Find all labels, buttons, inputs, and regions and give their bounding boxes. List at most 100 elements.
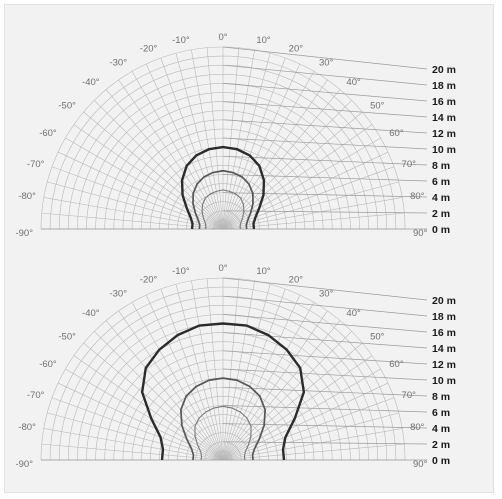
angle-spoke	[57, 151, 224, 230]
distance-label: 14 m	[432, 112, 456, 124]
distance-label: 2 m	[432, 439, 450, 451]
angle-spoke	[222, 412, 399, 461]
angle-label: 50°	[370, 101, 385, 112]
angle-spoke	[222, 137, 381, 230]
angle-label: -90°	[15, 228, 33, 239]
distance-label: 0 m	[432, 455, 450, 467]
angle-label: 20°	[289, 275, 304, 286]
angle-label: 30°	[319, 289, 334, 300]
angle-label: -10°	[172, 35, 190, 46]
angle-spoke	[222, 342, 363, 461]
angle-spoke	[51, 166, 224, 230]
angle-spoke	[41, 443, 224, 461]
angle-spoke	[222, 57, 286, 230]
distance-leader	[222, 332, 428, 349]
angle-spoke	[191, 49, 224, 230]
coverage-outline-outer	[180, 145, 266, 230]
distance-leader	[222, 386, 428, 397]
angle-spoke	[145, 63, 224, 230]
angle-label: -70°	[27, 390, 45, 401]
distance-leader	[222, 405, 428, 413]
distance-label: 4 m	[432, 423, 450, 435]
angle-label: -80°	[18, 191, 36, 202]
angle-label: 90°	[413, 459, 428, 470]
angle-spoke	[222, 302, 315, 461]
distance-label: 12 m	[432, 359, 456, 371]
distance-leader	[222, 64, 428, 86]
coverage-outline-middle	[192, 169, 254, 230]
angle-label: -40°	[82, 308, 100, 319]
angle-spoke	[73, 124, 224, 230]
angle-label: 0°	[218, 32, 227, 43]
angle-label: -90°	[15, 459, 33, 470]
angle-label: 30°	[319, 58, 334, 69]
angle-spoke	[222, 397, 395, 461]
distance-label: 6 m	[432, 407, 450, 419]
angle-label: -20°	[140, 44, 158, 55]
distance-leader	[222, 137, 428, 150]
angle-label: -40°	[82, 77, 100, 88]
angle-spoke	[118, 79, 224, 230]
angle-spoke	[57, 382, 224, 461]
angle-label: 10°	[256, 35, 271, 46]
distance-leader	[222, 83, 428, 102]
angle-spoke	[118, 310, 224, 461]
coverage-outline-inner	[201, 189, 245, 230]
angle-label: -80°	[18, 422, 36, 433]
angle-spoke	[222, 280, 255, 461]
distance-leader	[222, 277, 428, 301]
angle-label: -20°	[140, 275, 158, 286]
angle-label: 0°	[218, 263, 227, 274]
angle-spoke	[131, 302, 224, 461]
angle-spoke	[105, 89, 224, 230]
distance-leader	[222, 101, 428, 118]
angle-spoke	[222, 284, 271, 461]
angle-label: -10°	[172, 266, 190, 277]
angle-label: -60°	[39, 359, 57, 370]
angle-spoke	[94, 331, 224, 461]
angle-spoke	[222, 320, 341, 461]
detection-diagram-top: 0 m 2 m 4 m 6 m 8 m 10 m 12 m 14 m 16 m 18 m 20 m -…	[15, 32, 456, 239]
angle-spoke	[206, 47, 224, 230]
angle-spoke	[206, 278, 224, 461]
angle-label: 60°	[389, 359, 404, 370]
angle-label: 90°	[413, 228, 428, 239]
angle-label: -60°	[39, 128, 57, 139]
angle-spoke	[222, 310, 328, 461]
angle-spoke	[65, 368, 224, 461]
angle-label: -50°	[58, 332, 76, 343]
distance-label: 18 m	[432, 80, 456, 92]
angle-spoke	[83, 342, 224, 461]
coverage-outline-inner	[194, 405, 252, 461]
angle-spoke	[65, 137, 224, 230]
angle-spoke	[191, 280, 224, 461]
distance-leader	[222, 155, 428, 166]
coverage-outline-middle	[180, 377, 266, 461]
distance-leader	[222, 295, 428, 317]
angle-spoke	[47, 181, 224, 230]
angle-spoke	[94, 100, 224, 230]
angle-label: 60°	[389, 128, 404, 139]
angle-label: 10°	[256, 266, 271, 277]
angle-spoke	[222, 294, 301, 461]
coverage-outline-outer	[140, 322, 306, 461]
angle-spoke	[222, 151, 389, 230]
distance-label: 4 m	[432, 192, 450, 204]
distance-label: 6 m	[432, 176, 450, 188]
detection-diagram-bottom: 0 m 2 m 4 m 6 m 8 m 10 m 12 m 14 m 16 m 18 m 20 m -…	[15, 263, 456, 470]
angle-label: 70°	[402, 390, 417, 401]
distance-leader	[222, 192, 428, 198]
distance-leader	[222, 350, 428, 365]
angle-spoke	[51, 397, 224, 461]
angle-label: 50°	[370, 332, 385, 343]
distance-label: 8 m	[432, 160, 450, 172]
angle-label: 40°	[346, 77, 361, 88]
distance-leader	[222, 368, 428, 381]
distance-label: 2 m	[432, 208, 450, 220]
angle-spoke	[222, 181, 399, 230]
distance-leader	[222, 46, 428, 70]
angle-label: 80°	[410, 422, 425, 433]
angle-spoke	[222, 166, 395, 230]
angle-spoke	[222, 368, 381, 461]
angle-label: 40°	[346, 308, 361, 319]
